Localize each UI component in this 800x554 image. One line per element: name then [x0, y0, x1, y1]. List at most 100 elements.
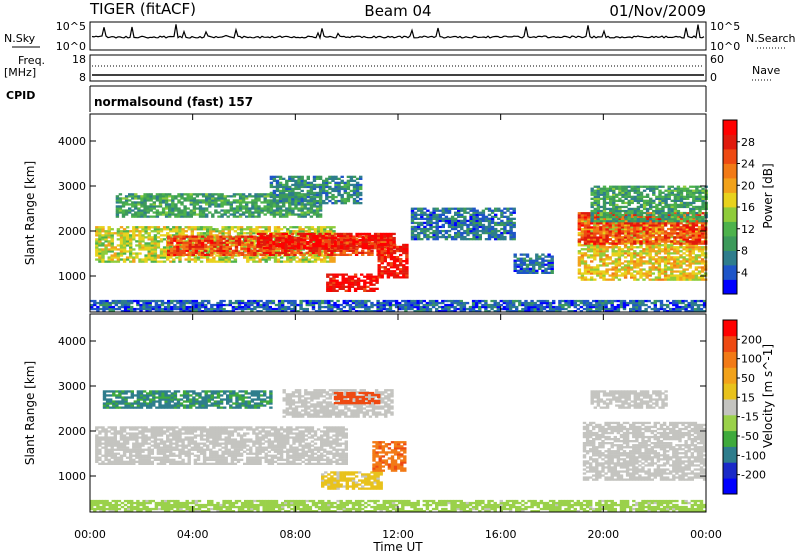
power-cell: [617, 232, 622, 235]
power-cell: [417, 207, 421, 210]
power-cell: [341, 279, 345, 282]
power-cell: [129, 242, 133, 245]
power-cell: [316, 228, 321, 231]
power-cell: [293, 236, 298, 240]
power-cell: [164, 199, 169, 202]
power-cell: [490, 209, 495, 212]
power-cell: [608, 278, 612, 281]
power-cell: [278, 205, 283, 208]
power-cell: [348, 253, 353, 256]
power-cell: [654, 238, 659, 241]
power-cell: [642, 278, 646, 281]
power-cell: [104, 234, 108, 237]
power-cell: [312, 236, 316, 240]
power-cell: [654, 242, 659, 245]
power-cell: [519, 271, 524, 274]
power-cell: [128, 207, 132, 210]
power-cell: [198, 207, 203, 210]
power-cell: [636, 264, 640, 267]
power-cell: [417, 209, 421, 212]
power-cell: [667, 254, 671, 257]
power-cell: [147, 256, 151, 259]
power-cell: [367, 240, 372, 244]
power-cell: [278, 185, 283, 189]
power-cell: [648, 240, 652, 243]
power-cell: [305, 251, 309, 254]
power-cell: [532, 261, 536, 264]
power-cell: [318, 183, 323, 187]
power-cell: [241, 197, 246, 200]
power-cell: [144, 232, 148, 235]
power-cell: [420, 211, 424, 214]
power-cell: [352, 240, 356, 244]
power-cell: [344, 285, 348, 288]
power-cell: [288, 177, 292, 180]
power-cell: [230, 240, 235, 243]
power-cell: [636, 216, 640, 219]
power-cell: [210, 249, 214, 252]
power-cell: [636, 222, 640, 225]
power-cell: [272, 247, 276, 250]
power-cell: [679, 222, 683, 225]
power-cell: [285, 197, 289, 201]
power-cell: [426, 235, 430, 239]
power-cell: [395, 249, 400, 253]
power-cell: [272, 175, 277, 178]
power-cell: [469, 207, 473, 210]
power-cell: [657, 270, 662, 273]
power-cell: [322, 185, 326, 189]
power-cell: [583, 242, 588, 245]
power-cell: [172, 260, 176, 263]
power-cell: [660, 248, 665, 251]
power-cell: [292, 256, 296, 259]
power-cell: [454, 217, 458, 220]
power-cell: [216, 249, 220, 252]
power-cell: [285, 201, 289, 204]
power-cell: [275, 203, 280, 206]
power-cell: [577, 260, 582, 263]
power-cell: [639, 262, 643, 265]
nsky-tick-bottom: 10^0: [56, 40, 86, 53]
power-cell: [303, 238, 307, 242]
power-cell: [351, 235, 356, 238]
power-cell: [611, 278, 615, 281]
power-cell: [513, 269, 517, 272]
power-cell: [185, 241, 189, 244]
power-cell: [152, 215, 156, 218]
power-cell: [700, 254, 705, 257]
power-cell: [278, 242, 282, 246]
power-cell: [98, 242, 102, 245]
power-cell: [107, 244, 111, 247]
power-cell: [226, 201, 230, 204]
power-cell: [389, 262, 394, 265]
power-cell: [269, 211, 274, 214]
power-cell: [682, 242, 686, 245]
power-cell: [349, 240, 353, 244]
power-cell: [134, 195, 138, 198]
power-cell: [254, 193, 258, 196]
power-cell: [289, 230, 293, 233]
power-cell: [146, 197, 150, 200]
power-cell: [392, 258, 397, 261]
power-cell: [642, 262, 646, 265]
power-cell: [135, 240, 139, 243]
power-cell: [373, 232, 378, 236]
power-cell: [648, 225, 652, 229]
power-cell: [577, 252, 582, 255]
power-cell: [324, 238, 328, 242]
power-cell: [193, 258, 198, 261]
power-cell: [125, 250, 130, 253]
power-cell: [168, 213, 172, 216]
power-cell: [275, 242, 279, 246]
power-cell: [312, 191, 317, 195]
power-cell: [623, 260, 628, 263]
power-cell: [447, 209, 452, 212]
power-cell: [337, 189, 341, 193]
power-cell: [614, 246, 618, 249]
power-cell: [144, 226, 148, 229]
power-cell: [293, 247, 297, 250]
power-cell: [547, 265, 551, 268]
power-cell: [182, 253, 186, 256]
power-cell: [189, 203, 193, 206]
power-cell: [614, 272, 618, 275]
